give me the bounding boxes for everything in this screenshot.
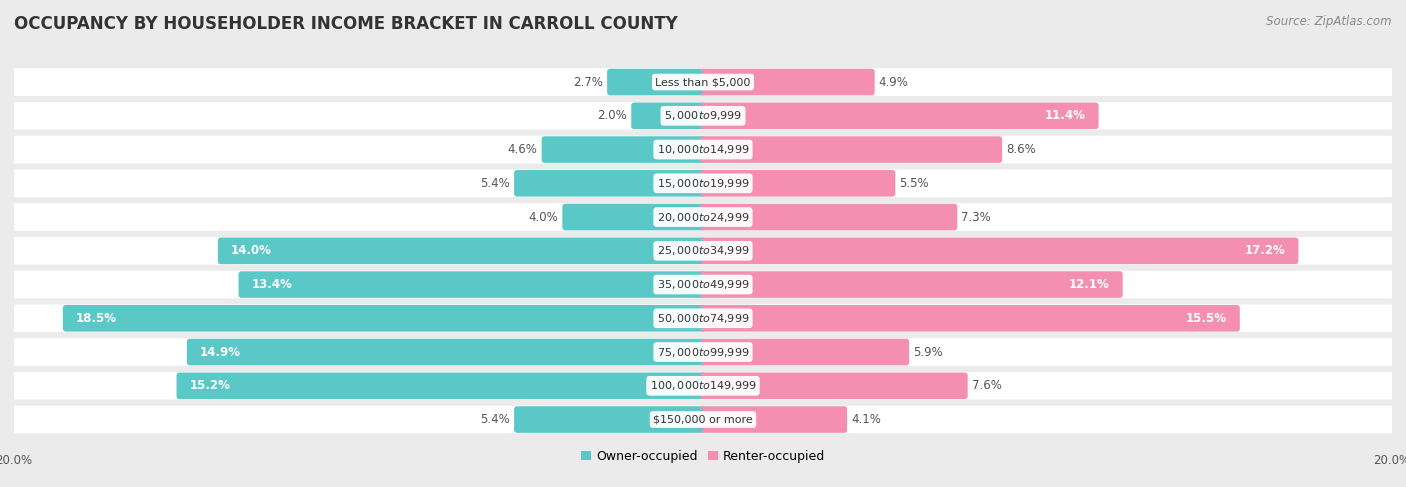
Bar [461, 241, 703, 261]
Text: Source: ZipAtlas.com: Source: ZipAtlas.com [1267, 15, 1392, 28]
Text: $5,000 to $9,999: $5,000 to $9,999 [664, 109, 742, 122]
FancyBboxPatch shape [631, 103, 706, 129]
Text: 2.7%: 2.7% [574, 75, 603, 89]
Bar [669, 105, 703, 126]
Text: 11.4%: 11.4% [1045, 109, 1085, 122]
Text: 4.1%: 4.1% [851, 413, 882, 426]
Text: $25,000 to $34,999: $25,000 to $34,999 [657, 244, 749, 257]
FancyBboxPatch shape [239, 271, 706, 298]
Bar [624, 139, 703, 160]
FancyBboxPatch shape [14, 68, 1392, 96]
FancyBboxPatch shape [700, 136, 1002, 163]
FancyBboxPatch shape [14, 203, 1392, 231]
Text: 4.0%: 4.0% [529, 210, 558, 224]
Bar [703, 308, 970, 329]
Text: $75,000 to $99,999: $75,000 to $99,999 [657, 346, 749, 358]
Bar [703, 173, 797, 194]
Bar [472, 274, 703, 295]
Bar [703, 72, 787, 93]
Text: $35,000 to $49,999: $35,000 to $49,999 [657, 278, 749, 291]
FancyBboxPatch shape [14, 406, 1392, 433]
Bar [703, 206, 828, 227]
Text: 7.6%: 7.6% [972, 379, 1001, 393]
Text: $10,000 to $14,999: $10,000 to $14,999 [657, 143, 749, 156]
Bar [703, 241, 1000, 261]
Bar [703, 139, 851, 160]
Text: 17.2%: 17.2% [1244, 244, 1285, 257]
FancyBboxPatch shape [14, 102, 1392, 130]
FancyBboxPatch shape [700, 238, 1298, 264]
Text: $150,000 or more: $150,000 or more [654, 414, 752, 425]
FancyBboxPatch shape [700, 170, 896, 197]
Text: 4.9%: 4.9% [879, 75, 908, 89]
Bar [703, 341, 804, 362]
Text: 8.6%: 8.6% [1007, 143, 1036, 156]
Text: Less than $5,000: Less than $5,000 [655, 77, 751, 87]
FancyBboxPatch shape [14, 237, 1392, 264]
FancyBboxPatch shape [14, 169, 1392, 197]
Text: 13.4%: 13.4% [252, 278, 292, 291]
Text: $15,000 to $19,999: $15,000 to $19,999 [657, 177, 749, 190]
FancyBboxPatch shape [700, 103, 1098, 129]
FancyBboxPatch shape [607, 69, 706, 95]
FancyBboxPatch shape [515, 170, 706, 197]
Text: 5.4%: 5.4% [481, 177, 510, 190]
Text: 15.5%: 15.5% [1185, 312, 1226, 325]
Text: 5.4%: 5.4% [481, 413, 510, 426]
Text: 7.3%: 7.3% [962, 210, 991, 224]
Bar [657, 72, 703, 93]
Text: 5.9%: 5.9% [912, 346, 943, 358]
FancyBboxPatch shape [700, 373, 967, 399]
Text: 12.1%: 12.1% [1069, 278, 1109, 291]
Bar [703, 105, 900, 126]
Text: 4.6%: 4.6% [508, 143, 537, 156]
FancyBboxPatch shape [14, 372, 1392, 400]
Bar [384, 308, 703, 329]
FancyBboxPatch shape [218, 238, 706, 264]
FancyBboxPatch shape [541, 136, 706, 163]
Bar [610, 409, 703, 430]
Bar [446, 341, 703, 362]
Text: 15.2%: 15.2% [190, 379, 231, 393]
FancyBboxPatch shape [14, 304, 1392, 332]
Text: 18.5%: 18.5% [76, 312, 117, 325]
Legend: Owner-occupied, Renter-occupied: Owner-occupied, Renter-occupied [576, 445, 830, 468]
FancyBboxPatch shape [700, 69, 875, 95]
Bar [634, 206, 703, 227]
FancyBboxPatch shape [14, 338, 1392, 366]
Bar [703, 274, 911, 295]
FancyBboxPatch shape [14, 136, 1392, 164]
FancyBboxPatch shape [700, 305, 1240, 332]
Bar [703, 409, 773, 430]
Text: $20,000 to $24,999: $20,000 to $24,999 [657, 210, 749, 224]
Bar [441, 375, 703, 396]
Bar [610, 173, 703, 194]
Text: 5.5%: 5.5% [900, 177, 929, 190]
FancyBboxPatch shape [177, 373, 706, 399]
Bar [703, 375, 834, 396]
FancyBboxPatch shape [63, 305, 706, 332]
FancyBboxPatch shape [700, 204, 957, 230]
FancyBboxPatch shape [562, 204, 706, 230]
Text: 14.0%: 14.0% [231, 244, 271, 257]
FancyBboxPatch shape [700, 271, 1123, 298]
FancyBboxPatch shape [187, 339, 706, 365]
Text: 14.9%: 14.9% [200, 346, 240, 358]
Text: $50,000 to $74,999: $50,000 to $74,999 [657, 312, 749, 325]
FancyBboxPatch shape [14, 271, 1392, 299]
FancyBboxPatch shape [515, 406, 706, 433]
FancyBboxPatch shape [700, 406, 848, 433]
Text: 2.0%: 2.0% [598, 109, 627, 122]
FancyBboxPatch shape [700, 339, 910, 365]
Text: OCCUPANCY BY HOUSEHOLDER INCOME BRACKET IN CARROLL COUNTY: OCCUPANCY BY HOUSEHOLDER INCOME BRACKET … [14, 15, 678, 33]
Text: $100,000 to $149,999: $100,000 to $149,999 [650, 379, 756, 393]
